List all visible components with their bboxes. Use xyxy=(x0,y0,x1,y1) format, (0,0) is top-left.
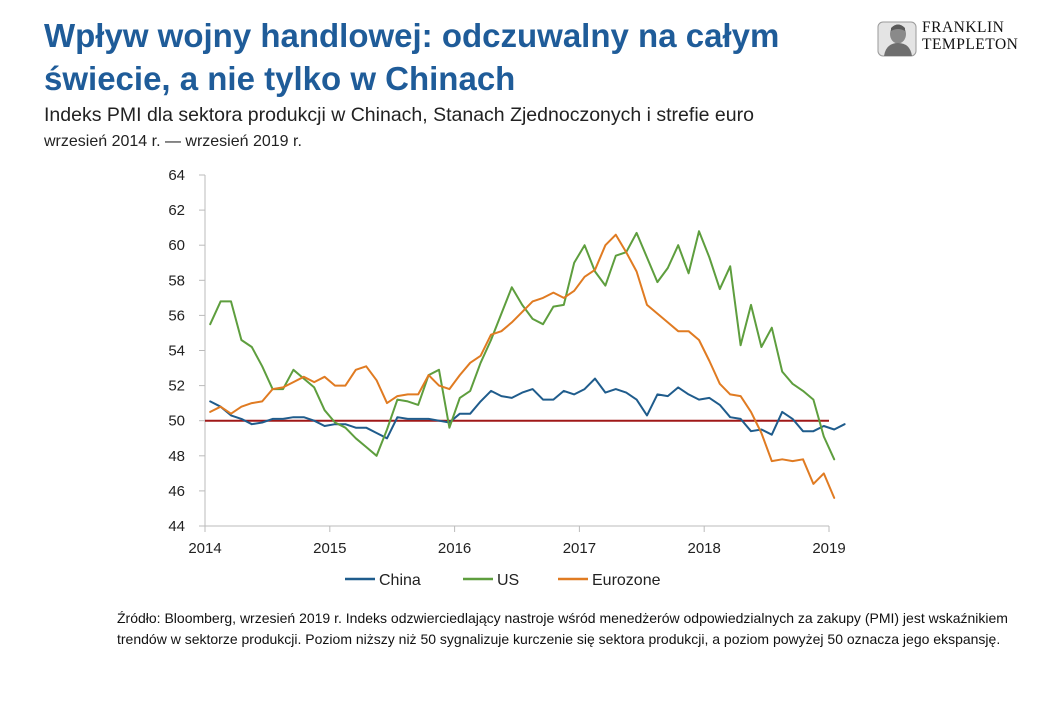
legend-item-eurozone: Eurozone xyxy=(558,572,661,589)
franklin-templeton-logo: FRANKLIN TEMPLETON xyxy=(876,18,1038,58)
chart-subtitle: Indeks PMI dla sektora produkcji w China… xyxy=(44,104,754,126)
chart-legend: China US Eurozone xyxy=(345,572,661,589)
logo-line-1: FRANKLIN xyxy=(922,19,1005,36)
title-line-1: Wpływ wojny handlowej: odczuwalny na cał… xyxy=(44,17,780,54)
x-tick-label: 2019 xyxy=(812,540,845,557)
y-tick-label: 46 xyxy=(168,483,185,500)
series-line-eurozone xyxy=(209,233,836,499)
plot-area xyxy=(205,230,846,499)
y-tick-label: 54 xyxy=(168,343,185,360)
y-tick-label: 50 xyxy=(168,413,185,430)
y-tick-label: 48 xyxy=(168,448,185,465)
logo-line-2: TEMPLETON xyxy=(922,36,1019,53)
x-tick-label: 2018 xyxy=(688,540,721,557)
logo-wordmark: FRANKLIN TEMPLETON xyxy=(922,19,1018,53)
y-tick-label: 52 xyxy=(168,378,185,395)
date-range: wrzesień 2014 r. — wrzesień 2019 r. xyxy=(44,133,302,150)
y-tick-label: 44 xyxy=(168,518,185,535)
legend-item-us: US xyxy=(463,572,519,589)
y-tick-label: 62 xyxy=(168,202,185,219)
legend-label: US xyxy=(497,572,519,589)
x-tick-label: 2015 xyxy=(313,540,346,557)
source-note: Źródło: Bloomberg, wrzesień 2019 r. Inde… xyxy=(117,610,1008,647)
x-tick-label: 2014 xyxy=(188,540,221,557)
y-tick-label: 64 xyxy=(168,167,185,184)
x-tick-label: 2017 xyxy=(563,540,596,557)
x-axis: 2014 2015 2016 2017 2018 2019 xyxy=(188,525,846,557)
x-tick-label: 2016 xyxy=(438,540,471,557)
title-line-2: świecie, a nie tylko w Chinach xyxy=(44,60,516,97)
legend-item-china: China xyxy=(345,572,421,589)
page-title: Wpływ wojny handlowej: odczuwalny na cał… xyxy=(44,14,864,100)
y-tick-label: 58 xyxy=(168,272,185,289)
legend-label: Eurozone xyxy=(592,572,661,589)
y-tick-label: 56 xyxy=(168,307,185,324)
franklin-portrait-icon xyxy=(877,21,917,57)
y-axis: 44 46 48 50 52 54 56 58 60 62 64 xyxy=(168,167,206,535)
legend-label: China xyxy=(379,572,421,589)
y-tick-label: 60 xyxy=(168,237,185,254)
series-line-china xyxy=(209,377,846,440)
series-line-us xyxy=(209,230,836,461)
